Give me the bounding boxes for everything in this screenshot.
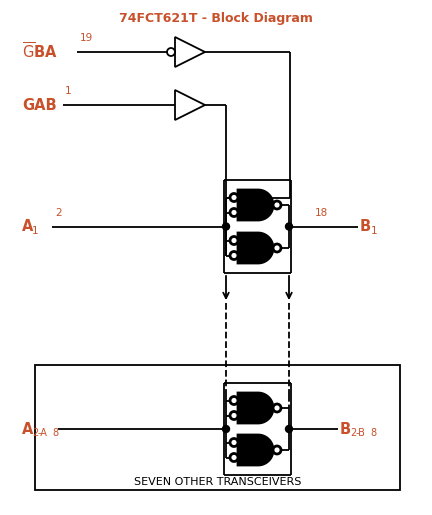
Circle shape — [273, 201, 281, 209]
Circle shape — [230, 209, 238, 216]
Text: 2: 2 — [55, 208, 62, 217]
Text: B: B — [340, 421, 351, 437]
Polygon shape — [238, 190, 273, 220]
Text: 74FCT621T - Block Diagram: 74FCT621T - Block Diagram — [119, 12, 313, 25]
Circle shape — [167, 48, 175, 56]
Text: A: A — [22, 219, 33, 234]
Text: -B: -B — [356, 428, 366, 438]
Text: 18: 18 — [315, 208, 328, 217]
Circle shape — [230, 397, 238, 404]
Circle shape — [230, 438, 238, 447]
Text: -A: -A — [38, 428, 48, 438]
Circle shape — [286, 425, 292, 433]
Circle shape — [230, 194, 238, 201]
Text: GAB: GAB — [22, 97, 57, 112]
Text: 8: 8 — [370, 428, 376, 438]
Text: 19: 19 — [80, 33, 93, 43]
Polygon shape — [238, 435, 273, 465]
Polygon shape — [238, 393, 273, 423]
Circle shape — [230, 236, 238, 245]
Text: 1: 1 — [65, 86, 72, 96]
Circle shape — [230, 454, 238, 461]
Text: B: B — [360, 219, 371, 234]
Text: SEVEN OTHER TRANSCEIVERS: SEVEN OTHER TRANSCEIVERS — [134, 477, 301, 487]
Text: 2: 2 — [350, 428, 356, 438]
Text: A: A — [22, 421, 33, 437]
Text: $\overline{\mathrm{G}}$BA: $\overline{\mathrm{G}}$BA — [22, 42, 58, 62]
Circle shape — [273, 244, 281, 252]
Circle shape — [286, 223, 292, 230]
Text: 1: 1 — [32, 226, 38, 235]
Text: 2: 2 — [32, 428, 38, 438]
Circle shape — [230, 251, 238, 260]
Text: 1: 1 — [371, 226, 378, 235]
Circle shape — [273, 404, 281, 412]
Circle shape — [222, 425, 229, 433]
Circle shape — [273, 446, 281, 454]
Circle shape — [230, 411, 238, 420]
Polygon shape — [238, 233, 273, 263]
Text: 8: 8 — [52, 428, 58, 438]
Circle shape — [222, 223, 229, 230]
